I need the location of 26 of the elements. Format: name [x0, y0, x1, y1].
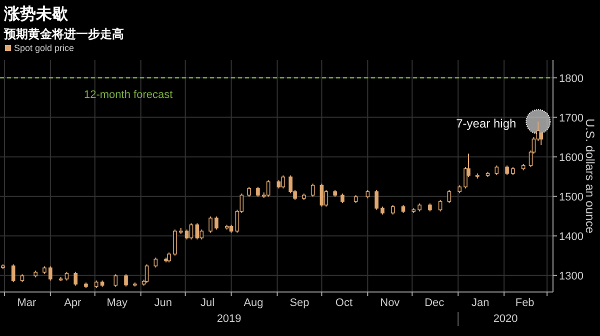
y-tick-label: 1600 — [559, 152, 584, 164]
legend: Spot gold price — [5, 43, 74, 53]
x-tick-label: Jun — [154, 297, 172, 309]
x-tick-label: Feb — [515, 297, 534, 309]
annotation: 7-year high — [456, 116, 516, 131]
x-tick-label: Mar — [17, 297, 36, 309]
y-tick-label: 1700 — [559, 112, 584, 124]
y-axis-title: U.S. dollars an ounce — [583, 118, 597, 234]
y-tick-label: 1800 — [559, 72, 584, 85]
y-tick-label: 1400 — [559, 230, 584, 243]
y-tick-label: 1300 — [559, 270, 584, 282]
x-tick-label: Oct — [335, 297, 353, 309]
x-tick-label: Jul — [200, 297, 215, 309]
x-tick-label: Nov — [380, 297, 400, 309]
ref-line-label: 12-month forecast — [84, 88, 173, 101]
x-tick-label: May — [106, 297, 128, 309]
y-tick-label: 1500 — [559, 191, 584, 204]
x-tick-label: Dec — [424, 297, 445, 309]
x-tick-label: Sep — [290, 297, 310, 309]
x-tick-label: Aug — [244, 297, 264, 309]
text: 2020 — [493, 313, 518, 325]
chart-subtitle: 预期黄金将进一步走高 — [3, 27, 124, 41]
chart-title: 涨势未歇 — [3, 5, 69, 23]
x-tick-label: Jan — [471, 297, 490, 309]
x-tick-label: Apr — [64, 297, 82, 309]
text: 2019 — [216, 313, 242, 325]
